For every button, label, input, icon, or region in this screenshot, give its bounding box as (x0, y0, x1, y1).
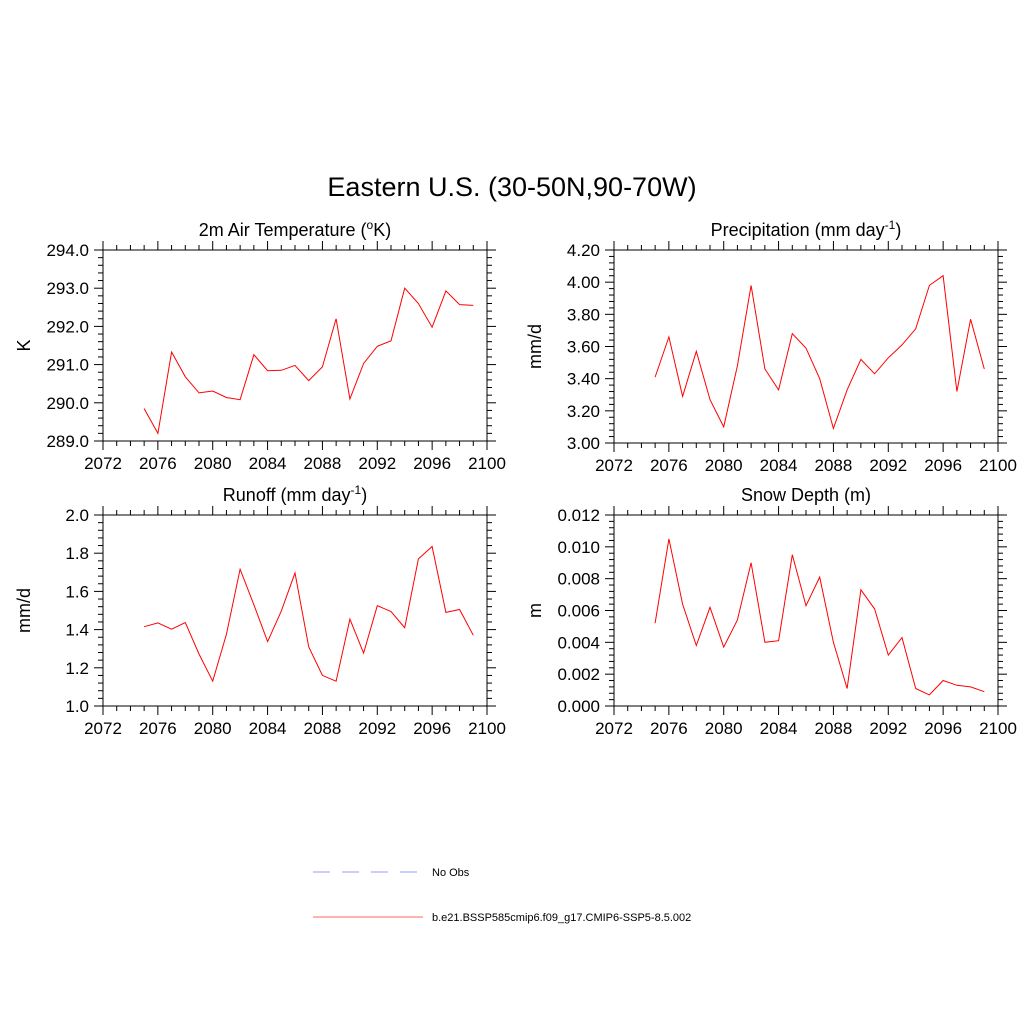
y-tick-label: 0.010 (557, 538, 600, 557)
series-line-1 (654, 274, 985, 431)
x-tick-label: 2072 (595, 456, 633, 475)
x-tick-label: 2088 (304, 454, 342, 473)
series-line-1 (654, 538, 985, 696)
x-tick-label: 2072 (84, 454, 122, 473)
y-tick-label: 1.6 (65, 582, 89, 601)
x-tick-label: 2084 (760, 456, 798, 475)
x-tick-label: 2080 (705, 719, 743, 738)
y-tick-label: 3.00 (567, 434, 600, 453)
y-tick-label: 3.80 (567, 305, 600, 324)
y-tick-label: 1.0 (65, 697, 89, 716)
x-tick-label: 2084 (760, 719, 798, 738)
x-tick-label: 2080 (194, 454, 232, 473)
x-tick-label: 2092 (358, 719, 396, 738)
x-tick-label: 2080 (705, 456, 743, 475)
x-tick-label: 2084 (249, 719, 287, 738)
x-tick-label: 2100 (468, 454, 506, 473)
series-line-1 (143, 545, 474, 683)
x-tick-label: 2080 (194, 719, 232, 738)
chart-panel-3: Runoff (mm day-1) mm/d 2072 2076 2080 2084 208… (14, 483, 506, 738)
y-tick-label: 3.40 (567, 370, 600, 389)
chart-panel-4: Snow Depth (m) m 2072 2076 2080 2084 2088 2092 2… (525, 485, 1017, 738)
x-tick-label: 2076 (650, 719, 688, 738)
legend: No Obs b.e21.BSSP585cmip6.f09_g17.CMIP6-S… (313, 867, 691, 924)
y-tick-label: 0.004 (557, 633, 600, 652)
x-tick-label: 2096 (924, 719, 962, 738)
x-tick-label: 2072 (84, 719, 122, 738)
y-tick-label: 294.0 (46, 241, 89, 260)
x-tick-label: 2092 (869, 456, 907, 475)
x-tick-label: 2096 (924, 456, 962, 475)
y-tick-label: 292.0 (46, 317, 89, 336)
x-tick-label: 2096 (413, 454, 451, 473)
panel-title: 2m Air Temperature (oK) (199, 218, 391, 240)
x-tick-label: 2092 (358, 454, 396, 473)
y-tick-label: 289.0 (46, 432, 89, 451)
x-tick-label: 2088 (304, 719, 342, 738)
y-tick-label: 0.012 (557, 506, 600, 525)
x-tick-label: 2100 (468, 719, 506, 738)
y-tick-label: 3.20 (567, 402, 600, 421)
x-tick-label: 2072 (595, 719, 633, 738)
plot-frame (102, 514, 488, 707)
plot-frame (102, 249, 488, 442)
series-line-1 (143, 287, 474, 435)
y-tick-label: 0.000 (557, 697, 600, 716)
y-axis-label: m (525, 603, 545, 618)
x-tick-label: 2088 (815, 456, 853, 475)
chart-panel-2: Precipitation (mm day-1) mm/d 2072 2076 2080… (525, 218, 1017, 475)
y-axis-label: mm/d (525, 324, 545, 369)
y-tick-label: 3.60 (567, 338, 600, 357)
x-tick-label: 2076 (139, 454, 177, 473)
x-tick-label: 2076 (650, 456, 688, 475)
x-tick-label: 2076 (139, 719, 177, 738)
x-tick-label: 2088 (815, 719, 853, 738)
y-tick-label: 4.20 (567, 241, 600, 260)
chart-panel-1: 2m Air Temperature (oK) K 2072 2076 2080 2084… (14, 218, 506, 473)
y-axis-label: mm/d (14, 588, 34, 633)
panel-title: Runoff (mm day-1) (223, 483, 367, 505)
panel-title: Precipitation (mm day-1) (711, 218, 902, 240)
panels-group: 2m Air Temperature (oK) K 2072 2076 2080 2084… (14, 218, 1017, 738)
y-tick-label: 0.006 (557, 602, 600, 621)
x-tick-label: 2084 (249, 454, 287, 473)
x-tick-label: 2100 (979, 456, 1017, 475)
legend-label-1: No Obs (432, 867, 470, 879)
y-tick-label: 1.8 (65, 544, 89, 563)
y-tick-label: 2.0 (65, 506, 89, 525)
y-axis-label: K (14, 339, 34, 351)
x-tick-label: 2096 (413, 719, 451, 738)
y-tick-label: 0.008 (557, 570, 600, 589)
x-tick-label: 2092 (869, 719, 907, 738)
y-tick-label: 0.002 (557, 665, 600, 684)
panel-title: Snow Depth (m) (741, 485, 871, 505)
y-tick-label: 293.0 (46, 279, 89, 298)
plot-frame (613, 514, 999, 707)
y-tick-label: 1.2 (65, 659, 89, 678)
y-tick-label: 291.0 (46, 356, 89, 375)
y-tick-label: 4.00 (567, 273, 600, 292)
figure-title: Eastern U.S. (30-50N,90-70W) (327, 172, 696, 202)
y-tick-label: 290.0 (46, 394, 89, 413)
legend-label-2: b.e21.BSSP585cmip6.f09_g17.CMIP6-SSP5-8.… (432, 912, 691, 924)
x-tick-label: 2100 (979, 719, 1017, 738)
y-tick-label: 1.4 (65, 621, 89, 640)
